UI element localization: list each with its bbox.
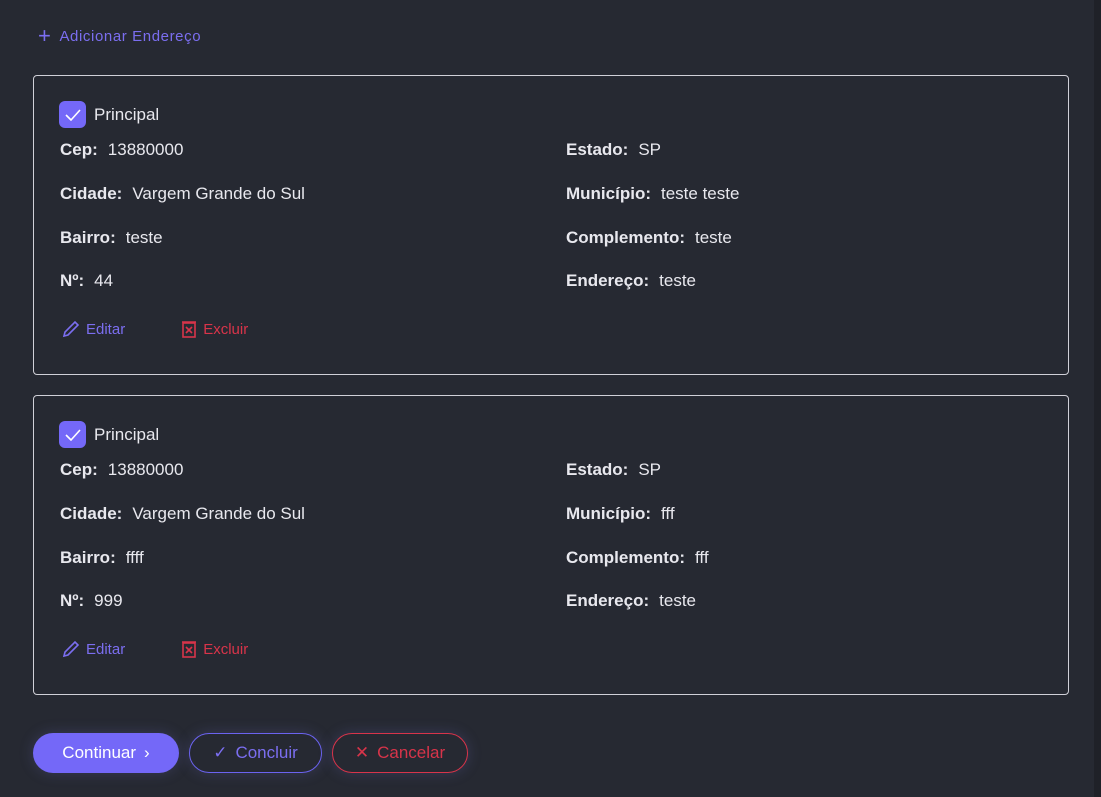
trash-x-icon bbox=[182, 321, 197, 338]
principal-label: Principal bbox=[94, 424, 160, 444]
field-cep: Cep: 13880000 bbox=[60, 140, 183, 160]
field-value: teste bbox=[659, 271, 696, 290]
delete-label: Excluir bbox=[203, 640, 249, 658]
field-value: fff bbox=[695, 548, 709, 567]
field-bairro: Bairro: teste bbox=[60, 228, 163, 248]
delete-button[interactable]: Excluir bbox=[181, 640, 248, 658]
field-label: Estado: bbox=[566, 140, 629, 159]
field-numero: Nº: 999 bbox=[60, 591, 123, 611]
address-card: Principal Cep: 13880000 Cidade: Vargem Grand… bbox=[33, 75, 1069, 375]
field-endereco: Endereço: teste bbox=[566, 271, 696, 291]
field-value: SP bbox=[638, 140, 662, 159]
field-municipio: Município: teste teste bbox=[566, 184, 739, 204]
field-value: 999 bbox=[94, 591, 123, 610]
field-label: Município: bbox=[566, 504, 651, 523]
add-address-button[interactable]: + Adicionar Endereço bbox=[38, 23, 202, 48]
edit-label: Editar bbox=[86, 640, 126, 658]
principal-label: Principal bbox=[94, 104, 160, 124]
pencil-icon bbox=[62, 320, 80, 338]
field-estado: Estado: SP bbox=[566, 460, 661, 480]
field-label: Nº: bbox=[60, 271, 85, 290]
check-icon: ✓ bbox=[213, 743, 228, 762]
field-value: teste teste bbox=[660, 184, 740, 203]
field-label: Cidade: bbox=[60, 184, 123, 203]
field-complemento: Complemento: fff bbox=[566, 548, 709, 568]
address-card: Principal Cep: 13880000 Cidade: Vargem Grand… bbox=[33, 395, 1069, 695]
field-value: Vargem Grande do Sul bbox=[132, 504, 305, 523]
close-icon: ✕ bbox=[354, 743, 370, 762]
field-cidade: Cidade: Vargem Grande do Sul bbox=[60, 504, 305, 524]
finish-label: Concluir bbox=[235, 743, 298, 762]
field-label: Bairro: bbox=[60, 548, 116, 567]
principal-checkbox[interactable]: Principal bbox=[59, 101, 159, 128]
delete-label: Excluir bbox=[203, 320, 249, 338]
field-estado: Estado: SP bbox=[566, 140, 661, 160]
field-value: teste bbox=[695, 228, 732, 247]
continue-label: Continuar bbox=[62, 743, 137, 762]
field-label: Município: bbox=[566, 184, 651, 203]
field-label: Complemento: bbox=[566, 228, 685, 247]
field-value: teste bbox=[125, 228, 163, 247]
delete-button[interactable]: Excluir bbox=[181, 320, 248, 338]
field-label: Bairro: bbox=[60, 228, 116, 247]
field-label: Endereço: bbox=[566, 591, 650, 610]
edit-button[interactable]: Editar bbox=[62, 640, 125, 658]
add-address-label: Adicionar Endereço bbox=[59, 27, 202, 45]
field-complemento: Complemento: teste bbox=[566, 228, 732, 248]
cancel-button[interactable]: ✕ Cancelar bbox=[332, 733, 468, 773]
edit-button[interactable]: Editar bbox=[62, 320, 125, 338]
field-label: Nº: bbox=[60, 591, 85, 610]
field-value: teste bbox=[659, 591, 696, 610]
plus-icon: + bbox=[38, 23, 52, 48]
continue-button[interactable]: Continuar › bbox=[33, 733, 179, 773]
principal-checkbox[interactable]: Principal bbox=[59, 421, 159, 448]
field-value: fff bbox=[660, 504, 675, 523]
field-endereco: Endereço: teste bbox=[566, 591, 696, 611]
pencil-icon bbox=[62, 640, 80, 658]
side-panel-edge bbox=[1094, 0, 1101, 797]
field-cidade: Cidade: Vargem Grande do Sul bbox=[60, 184, 305, 204]
checkbox-checked-icon bbox=[59, 421, 86, 448]
field-value: 44 bbox=[94, 271, 114, 290]
field-value: 13880000 bbox=[107, 460, 184, 479]
edit-label: Editar bbox=[86, 320, 126, 338]
field-municipio: Município: fff bbox=[566, 504, 675, 524]
chevron-right-icon: › bbox=[144, 743, 150, 762]
field-label: Cep: bbox=[60, 460, 98, 479]
field-bairro: Bairro: ffff bbox=[60, 548, 144, 568]
field-value: ffff bbox=[125, 548, 144, 567]
field-label: Estado: bbox=[566, 460, 629, 479]
field-numero: Nº: 44 bbox=[60, 271, 113, 291]
finish-button[interactable]: ✓ Concluir bbox=[189, 733, 322, 773]
field-label: Complemento: bbox=[566, 548, 685, 567]
field-label: Cep: bbox=[60, 140, 98, 159]
field-label: Cidade: bbox=[60, 504, 123, 523]
field-value: SP bbox=[638, 460, 662, 479]
field-cep: Cep: 13880000 bbox=[60, 460, 183, 480]
field-value: 13880000 bbox=[107, 140, 184, 159]
cancel-label: Cancelar bbox=[377, 743, 446, 762]
field-value: Vargem Grande do Sul bbox=[132, 184, 305, 203]
trash-x-icon bbox=[182, 641, 197, 658]
checkbox-checked-icon bbox=[59, 101, 86, 128]
field-label: Endereço: bbox=[566, 271, 650, 290]
